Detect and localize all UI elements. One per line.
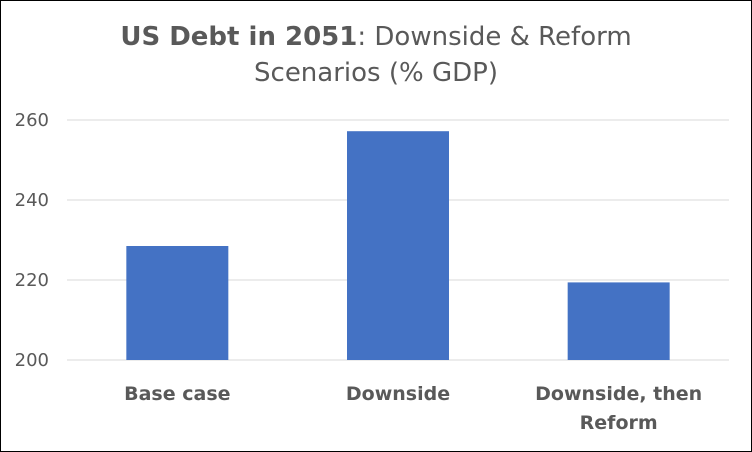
y-axis-ticks: 200 220 240 260 (15, 110, 49, 371)
y-tick-label: 200 (15, 350, 49, 371)
chart-title-line-2: Scenarios (% GDP) (254, 58, 498, 88)
bar-downside (347, 131, 449, 360)
x-tick-label: Reform (580, 412, 658, 434)
x-tick-label: Downside (346, 383, 450, 405)
chart-title-rest: : Downside & Reform (357, 22, 632, 52)
bar-base-case (126, 246, 229, 360)
chart-title: US Debt in 2051: Downside & Reform Scena… (1, 19, 751, 91)
y-tick-label: 260 (15, 110, 49, 131)
bar-downside-then-reform (567, 282, 670, 360)
y-tick-label: 240 (15, 190, 49, 211)
x-tick-label: Base case (124, 383, 230, 405)
x-axis-ticks: Base case Downside Downside, then Reform (124, 383, 702, 434)
chart-title-line-1: US Debt in 2051: Downside & Reform (1, 19, 751, 55)
chart-title-bold: US Debt in 2051 (120, 22, 358, 52)
bars (126, 131, 670, 360)
x-tick-label: Downside, then (535, 383, 702, 405)
y-tick-label: 220 (15, 270, 49, 291)
